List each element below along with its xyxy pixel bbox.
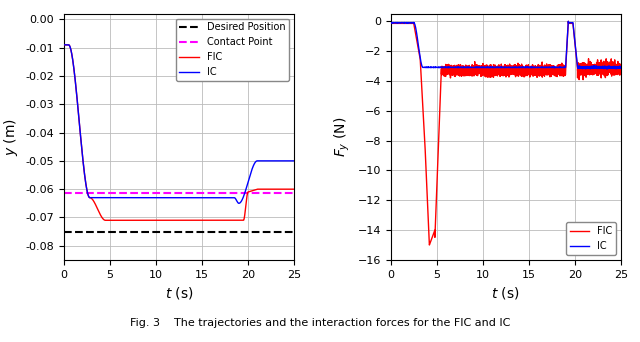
IC	[564, 19, 572, 23]
Desired Position	[60, 229, 68, 234]
Desired Position	[69, 229, 77, 234]
IC	[617, 66, 625, 70]
Contact Point	[69, 192, 77, 196]
FIC	[440, 69, 448, 74]
Line: IC: IC	[390, 21, 621, 69]
Legend: Desired Position, Contact Point, FIC, IC: Desired Position, Contact Point, FIC, IC	[175, 18, 289, 81]
FIC	[116, 218, 124, 222]
Y-axis label: $F_y$ (N): $F_y$ (N)	[333, 117, 352, 157]
FIC	[443, 70, 451, 74]
IC	[440, 65, 448, 69]
IC	[442, 65, 449, 69]
IC	[291, 159, 298, 163]
IC	[113, 196, 121, 200]
FIC	[442, 66, 449, 70]
X-axis label: $t$ (s): $t$ (s)	[492, 285, 520, 301]
IC	[443, 65, 451, 69]
Legend: FIC, IC: FIC, IC	[566, 222, 616, 255]
FIC	[289, 187, 296, 191]
X-axis label: $t$ (s): $t$ (s)	[164, 285, 193, 301]
IC	[474, 65, 481, 69]
IC	[115, 196, 122, 200]
FIC	[426, 243, 433, 247]
Line: IC: IC	[64, 45, 294, 203]
Line: FIC: FIC	[390, 21, 621, 245]
Contact Point	[60, 192, 68, 196]
IC	[235, 201, 243, 205]
Line: FIC: FIC	[64, 45, 294, 220]
FIC	[147, 218, 155, 222]
IC	[60, 43, 68, 47]
FIC	[564, 19, 572, 23]
FIC	[114, 218, 122, 222]
FIC	[617, 64, 625, 68]
FIC	[60, 43, 68, 47]
IC	[147, 196, 154, 200]
FIC	[615, 68, 623, 73]
Y-axis label: $y$ (m): $y$ (m)	[2, 118, 20, 156]
Text: Fig. 3    The trajectories and the interaction forces for the FIC and IC: Fig. 3 The trajectories and the interact…	[130, 318, 510, 328]
IC	[116, 196, 124, 200]
IC	[490, 65, 498, 69]
FIC	[291, 187, 298, 191]
IC	[615, 66, 623, 70]
FIC	[474, 70, 481, 74]
IC	[163, 196, 171, 200]
FIC	[115, 218, 122, 222]
IC	[603, 67, 611, 71]
IC	[289, 159, 296, 163]
FIC	[102, 218, 109, 222]
FIC	[490, 68, 498, 73]
FIC	[387, 21, 394, 25]
FIC	[163, 218, 171, 222]
IC	[387, 21, 394, 25]
